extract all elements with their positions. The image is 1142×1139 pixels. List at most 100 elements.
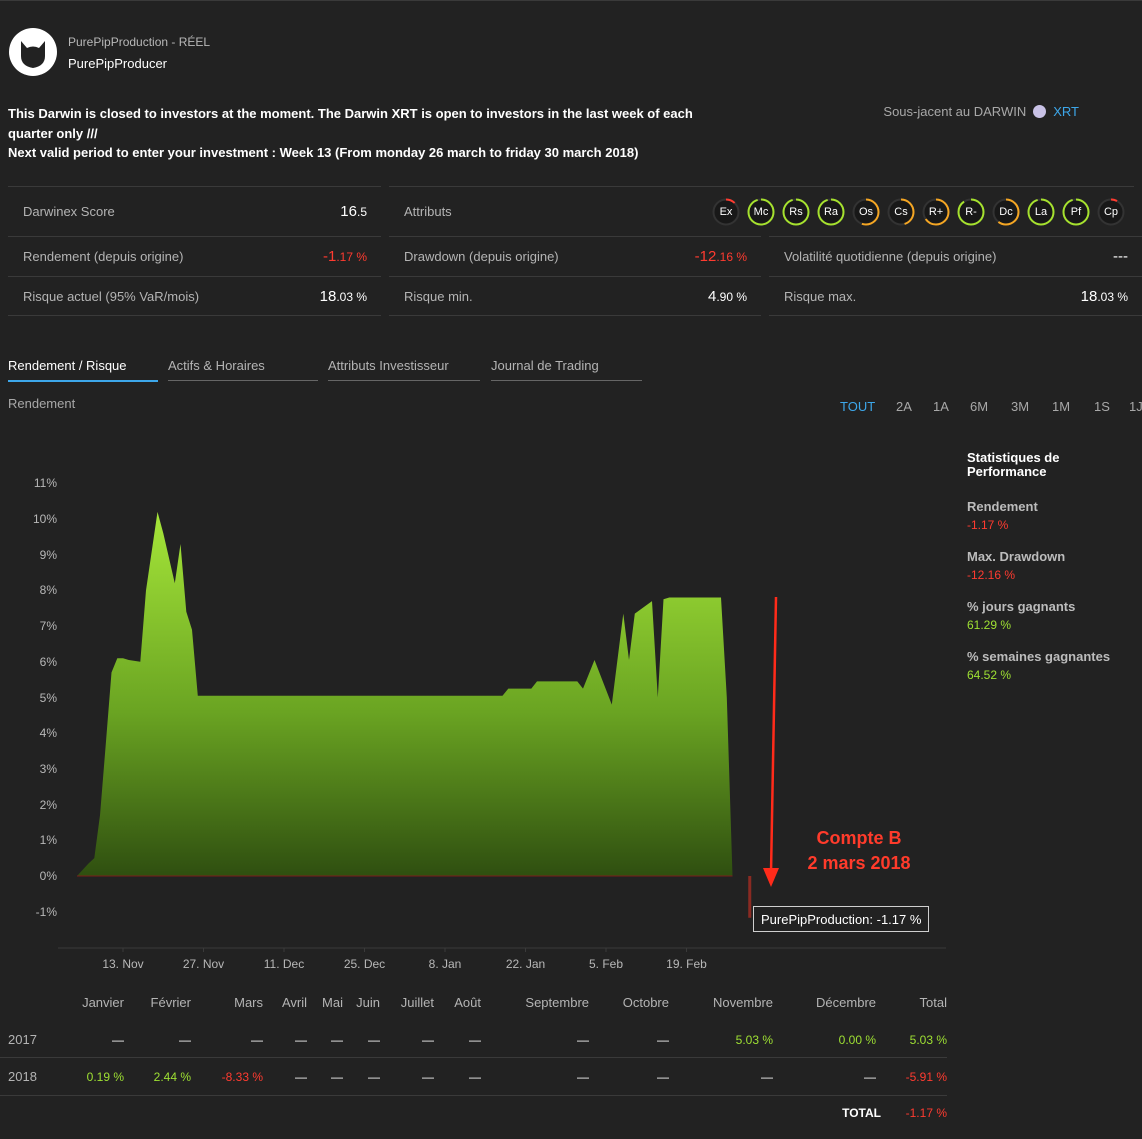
monthly-return-cell: — [864, 1070, 876, 1084]
attribute-badge-ra[interactable]: Ra [817, 198, 845, 226]
attribute-badge-rs[interactable]: Rs [782, 198, 810, 226]
monthly-return-cell: -8.33 % [221, 1070, 263, 1084]
year-label: 2018 [8, 1069, 37, 1084]
attribute-badge-os[interactable]: Os [852, 198, 880, 226]
risk-min-cell: Risque min. 4.90 % [389, 276, 761, 316]
attribute-badge-pf[interactable]: Pf [1062, 198, 1090, 226]
attribute-badge-mc[interactable]: Mc [747, 198, 775, 226]
tab-attributs-investisseur[interactable]: Attributs Investisseur [328, 358, 480, 381]
attribute-code: R- [965, 205, 977, 218]
volatility-cell: Volatilité quotidienne (depuis origine) … [769, 236, 1142, 276]
month-header: Mai [322, 995, 343, 1010]
attribute-code: Rs [789, 205, 803, 218]
x-tick-label: 22. Jan [505, 957, 546, 971]
range-1j[interactable]: 1J [1129, 399, 1142, 414]
month-header: Septembre [525, 995, 589, 1010]
underlying-link[interactable]: XRT [1053, 104, 1079, 119]
stat-winning-days-value: 61.29 % [967, 618, 1012, 632]
monthly-return-cell: — [469, 1033, 481, 1047]
attribute-badge-dc[interactable]: Dc [992, 198, 1020, 226]
range-6m[interactable]: 6M [970, 399, 989, 414]
range-3m[interactable]: 3M [1011, 399, 1030, 414]
series-area[interactable] [77, 511, 733, 876]
x-tick-label: 5. Feb [588, 957, 624, 971]
attribute-badge-rminus[interactable]: R- [957, 198, 985, 226]
underlying-label: Sous-jacent au DARWIN [883, 104, 1027, 119]
x-tick-label: 11. Dec [263, 957, 305, 971]
range-1m[interactable]: 1M [1052, 399, 1071, 414]
attribute-gauge-icon [992, 198, 1020, 225]
return-value: -1.17 % [322, 248, 367, 265]
account-subtitle: PurePipProduction - RÉEL [68, 35, 211, 49]
monthly-return-cell: — [577, 1033, 589, 1047]
annotation-arrow-head-icon [763, 868, 779, 887]
investor-notice: This Darwin is closed to investors at th… [8, 104, 708, 163]
attribute-gauge-icon [852, 198, 880, 225]
y-tick-label: -1% [35, 904, 57, 919]
attribute-code: Dc [999, 205, 1013, 218]
attribute-gauge-icon [887, 198, 915, 225]
month-header: Janvier [82, 995, 124, 1010]
x-tick-label: 25. Dec [343, 957, 386, 971]
monthly-return-cell: 5.03 % [735, 1033, 773, 1047]
risk-min-value: 4.90 % [707, 287, 747, 305]
month-header: Juillet [400, 995, 434, 1010]
table-row-divider [0, 1057, 947, 1058]
stats-title: Statistiques de Performance [967, 450, 1060, 479]
attribute-gauge-icon [957, 198, 985, 225]
month-header: Mars [234, 995, 263, 1010]
risk-max-value: 18.03 % [1080, 287, 1128, 305]
attribute-badge-cp[interactable]: Cp [1097, 198, 1125, 226]
attribute-gauge-icon [1027, 198, 1055, 225]
table-row-divider [0, 1095, 947, 1096]
range-1a[interactable]: 1A [933, 399, 949, 414]
y-tick-label: 3% [39, 761, 57, 776]
monthly-return-cell: — [422, 1070, 434, 1084]
total-label: TOTAL [842, 1106, 881, 1120]
monthly-return-cell: 0.19 % [86, 1070, 124, 1084]
range-1s[interactable]: 1S [1094, 399, 1110, 414]
top-divider [0, 0, 1142, 1]
y-tick-label: 2% [39, 797, 57, 812]
drawdown-label: Drawdown (depuis origine) [404, 249, 559, 264]
avatar[interactable] [9, 28, 57, 76]
range-2a[interactable]: 2A [896, 399, 912, 414]
monthly-return-cell: — [331, 1070, 343, 1084]
tab-journal-trading[interactable]: Journal de Trading [491, 358, 642, 381]
notice-line-1: This Darwin is closed to investors at th… [8, 106, 693, 141]
monthly-return-cell: 0.00 % [838, 1033, 876, 1047]
last-point-bar[interactable] [748, 876, 752, 918]
monthly-return-cell: — [422, 1033, 434, 1047]
return-cell: Rendement (depuis origine) -1.17 % [8, 236, 381, 276]
attribute-badge-cs[interactable]: Cs [887, 198, 915, 226]
return-label: Rendement (depuis origine) [23, 249, 184, 264]
stat-winning-days-label: % jours gagnants [967, 599, 1076, 614]
chart-section-label: Rendement [8, 396, 76, 411]
monthly-return-cell: — [331, 1033, 343, 1047]
x-tick-label: 13. Nov [102, 957, 144, 971]
range-tout[interactable]: TOUT [840, 399, 876, 414]
drawdown-value: -12.16 % [694, 248, 747, 265]
attribute-gauge-icon [922, 198, 950, 225]
month-header: Février [150, 995, 191, 1010]
tab-rendement-risque[interactable]: Rendement / Risque [8, 358, 158, 382]
monthly-return-cell: — [295, 1070, 307, 1084]
tab-actifs-horaires[interactable]: Actifs & Horaires [168, 358, 318, 381]
attribute-code: La [1034, 205, 1048, 218]
monthly-return-cell: — [251, 1033, 263, 1047]
attribute-badge-ex[interactable]: Ex [712, 198, 740, 226]
attribute-gauge-icon [1062, 198, 1090, 225]
attribute-badge-la[interactable]: La [1027, 198, 1055, 226]
risk-max-cell: Risque max. 18.03 % [769, 276, 1142, 316]
month-header: Avril [281, 995, 307, 1010]
monthly-return-cell: — [368, 1033, 380, 1047]
attribute-code: Mc [753, 205, 769, 218]
score-value: 16.5 [340, 203, 367, 220]
volatility-label: Volatilité quotidienne (depuis origine) [784, 249, 997, 264]
attribute-gauge-icon [782, 198, 810, 225]
attribute-badge-rplus[interactable]: R+ [922, 198, 950, 226]
chart-annotation: Compte B 2 mars 2018 [788, 826, 930, 876]
monthly-return-cell: 5.03 % [909, 1033, 947, 1047]
risk-max-label: Risque max. [784, 288, 857, 304]
attribute-code: Ra [823, 205, 839, 218]
